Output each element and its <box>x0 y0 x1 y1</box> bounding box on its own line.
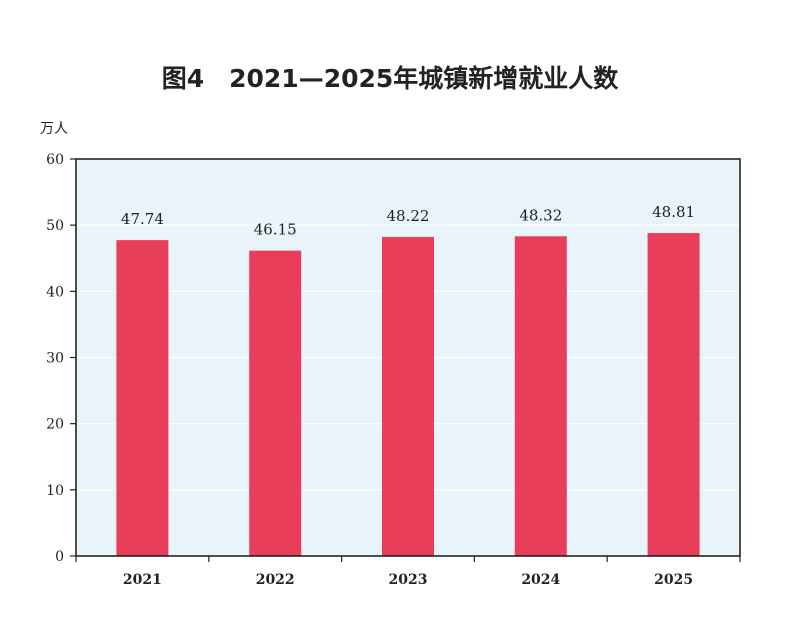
x-tick-label: 2025 <box>654 572 693 588</box>
bar-2023 <box>382 236 434 556</box>
data-label-2021: 47.74 <box>121 210 164 228</box>
y-tick-label: 60 <box>46 152 64 168</box>
x-tick-label: 2023 <box>389 572 428 588</box>
x-tick-label: 2022 <box>256 572 295 588</box>
y-axis: 0 10 20 30 40 50 60 <box>46 152 76 565</box>
bar-2024 <box>514 236 567 557</box>
y-tick-label: 10 <box>46 483 64 499</box>
data-label-2024: 48.32 <box>519 206 562 224</box>
x-tick-label: 2021 <box>123 572 162 588</box>
y-tick-label: 0 <box>55 549 64 565</box>
data-labels: 47.74 46.15 48.22 48.32 48.81 <box>121 203 695 239</box>
y-tick-label: 20 <box>46 417 64 433</box>
y-tick-label: 30 <box>46 351 64 367</box>
data-label-2022: 46.15 <box>254 221 297 239</box>
bar-2025 <box>647 233 700 556</box>
bar-2022 <box>249 250 302 556</box>
data-label-2025: 48.81 <box>652 203 695 221</box>
x-axis: 2021 2022 2023 2024 2025 <box>75 556 741 588</box>
bars <box>116 233 700 557</box>
x-tick-label: 2024 <box>521 572 560 588</box>
y-axis-unit: 万人 <box>40 121 68 137</box>
bar-2021 <box>116 240 169 556</box>
y-tick-label: 50 <box>46 218 64 234</box>
y-tick-label: 40 <box>46 284 64 300</box>
data-label-2023: 48.22 <box>387 207 430 225</box>
chart-title: 图4 2021—2025年城镇新增就业人数 <box>162 64 620 93</box>
